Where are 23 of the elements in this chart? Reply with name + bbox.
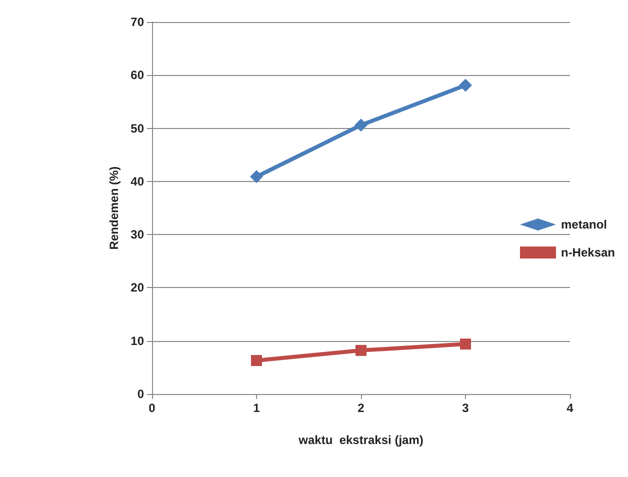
y-tick-label: 40 — [130, 174, 144, 188]
point — [460, 338, 471, 350]
x-axis-title: waktu ekstraksi (jam) — [298, 433, 424, 447]
point — [251, 355, 262, 366]
y-tick-label: 70 — [130, 15, 144, 29]
point — [250, 170, 263, 184]
x-tick-label: 0 — [148, 401, 156, 415]
y-tick-label: 20 — [130, 280, 144, 295]
x-tick-label: 2 — [358, 401, 365, 415]
point — [354, 118, 368, 132]
x-tick-label: 1 — [253, 401, 260, 415]
legend-label: metanol — [560, 218, 607, 232]
y-tick-label: 60 — [130, 68, 144, 82]
x-tick-label: 3 — [462, 401, 470, 415]
x-tick-label: 4 — [566, 401, 574, 415]
y-tick-label: 10 — [130, 334, 144, 348]
y-tick-label: 50 — [130, 121, 144, 136]
point — [356, 344, 366, 356]
legend-label: n-Heksan — [560, 246, 616, 260]
y-tick-label: 0 — [137, 387, 144, 401]
y-axis-title: Rendemen (%) — [106, 166, 121, 250]
y-tick-label: 30 — [130, 228, 144, 242]
point — [459, 78, 472, 92]
